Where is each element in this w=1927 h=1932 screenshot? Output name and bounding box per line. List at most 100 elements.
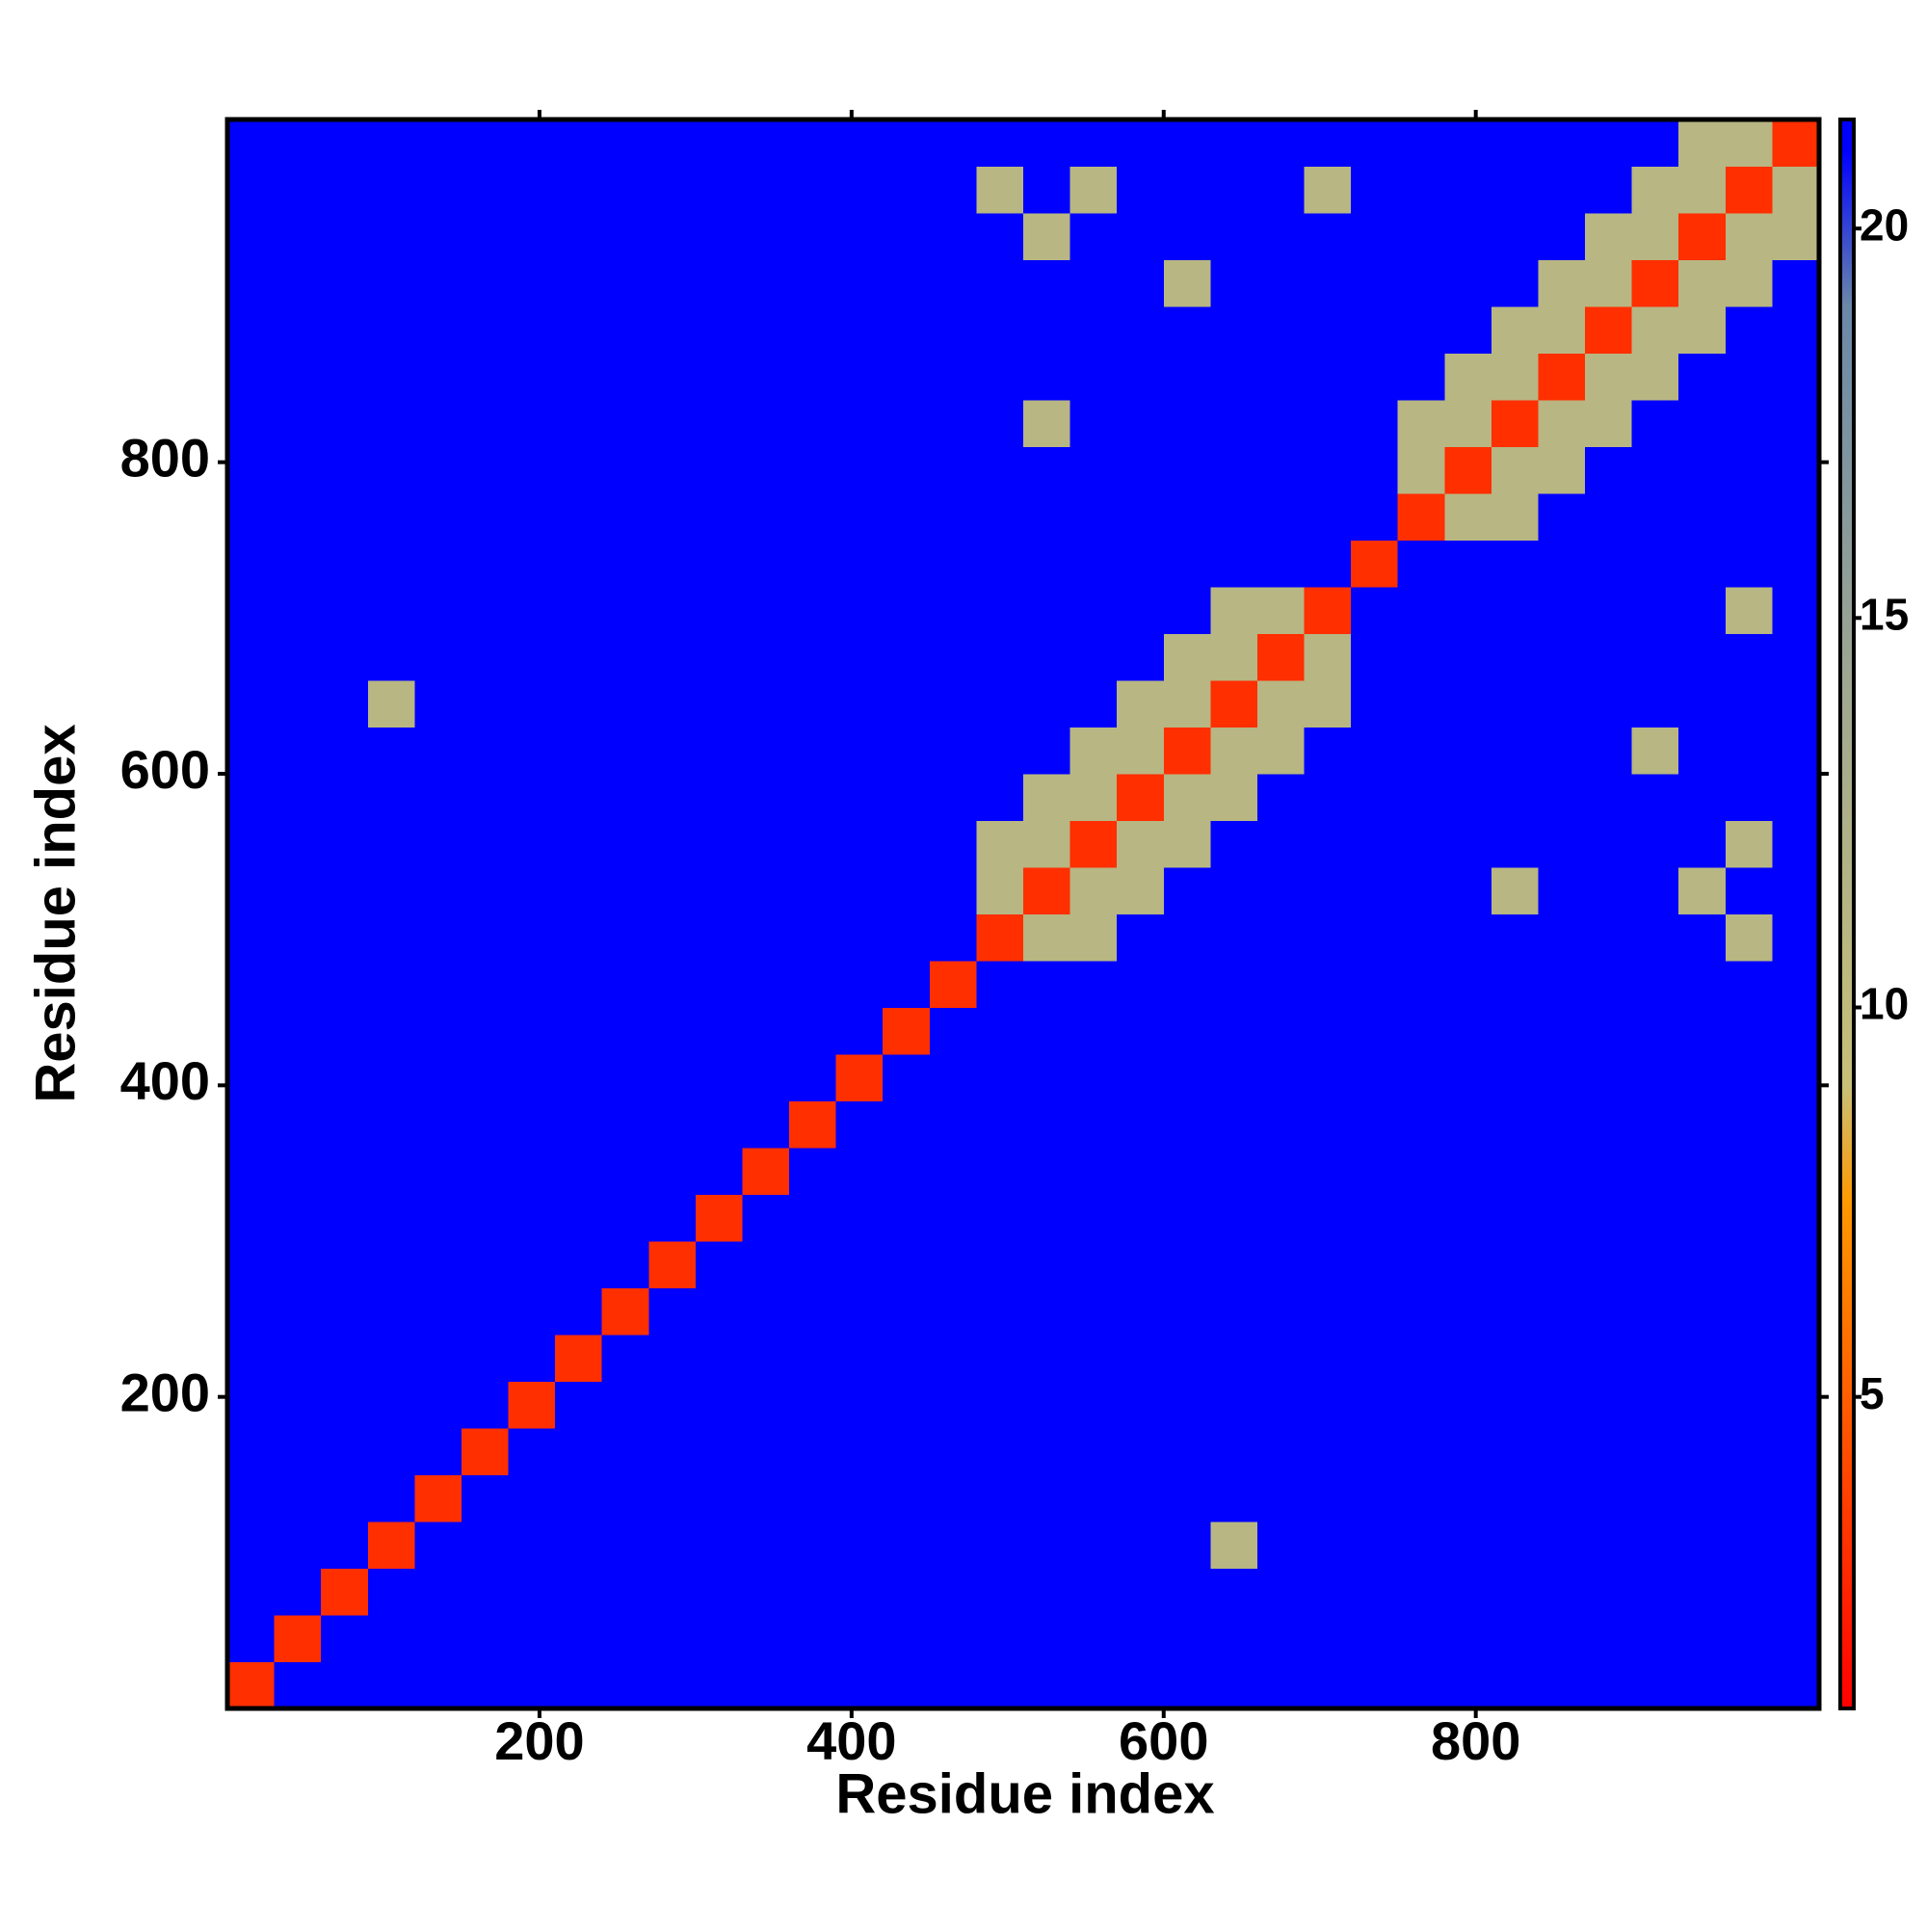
heatmap-cell bbox=[508, 353, 556, 401]
heatmap-cell bbox=[367, 1335, 415, 1383]
heatmap-cell bbox=[695, 1474, 744, 1522]
heatmap-cell bbox=[1163, 1474, 1211, 1522]
heatmap-cell bbox=[883, 1661, 931, 1709]
heatmap-cell bbox=[789, 540, 837, 588]
heatmap-cell bbox=[414, 259, 462, 307]
heatmap-cell bbox=[367, 166, 415, 214]
heatmap-cell bbox=[461, 1428, 510, 1476]
heatmap-cell bbox=[695, 446, 744, 494]
heatmap-cell bbox=[835, 913, 884, 962]
heatmap-cell bbox=[1023, 1428, 1071, 1476]
heatmap-cell bbox=[1491, 540, 1540, 588]
heatmap-cell bbox=[1725, 1148, 1774, 1196]
heatmap-cell bbox=[883, 259, 931, 307]
heatmap-cell bbox=[1397, 1054, 1445, 1102]
heatmap-cell bbox=[274, 1287, 322, 1336]
heatmap-cell bbox=[648, 913, 697, 962]
heatmap-cell bbox=[742, 1615, 790, 1663]
heatmap-cell bbox=[929, 1428, 978, 1476]
heatmap-cell bbox=[695, 1522, 744, 1570]
heatmap-cell bbox=[508, 1335, 556, 1383]
heatmap-cell bbox=[1678, 1661, 1727, 1709]
heatmap-cell bbox=[1117, 353, 1165, 401]
heatmap-cell bbox=[695, 1241, 744, 1289]
heatmap-cell bbox=[1725, 400, 1774, 448]
heatmap-cell bbox=[1444, 446, 1492, 494]
heatmap-cell bbox=[1023, 633, 1071, 681]
heatmap-cell bbox=[1069, 727, 1118, 775]
heatmap-cell bbox=[1772, 119, 1820, 168]
heatmap-cell bbox=[976, 1241, 1024, 1289]
heatmap-cell bbox=[367, 1381, 415, 1429]
heatmap-cell bbox=[1397, 961, 1445, 1009]
heatmap-cell bbox=[695, 540, 744, 588]
heatmap-cell bbox=[555, 1474, 603, 1522]
heatmap-cell bbox=[1023, 961, 1071, 1009]
heatmap-cell bbox=[648, 1194, 697, 1242]
heatmap-cell bbox=[789, 1194, 837, 1242]
heatmap-cell bbox=[695, 1287, 744, 1336]
heatmap-cell bbox=[414, 306, 462, 355]
heatmap-cell bbox=[742, 1054, 790, 1102]
heatmap-cell bbox=[1351, 913, 1399, 962]
heatmap-cell bbox=[1397, 774, 1445, 822]
heatmap-cell bbox=[227, 680, 276, 728]
heatmap-cell bbox=[1069, 587, 1118, 635]
heatmap-cell bbox=[742, 213, 790, 261]
heatmap-cell bbox=[555, 540, 603, 588]
heatmap-cell bbox=[976, 727, 1024, 775]
heatmap-cell bbox=[1678, 774, 1727, 822]
heatmap-cell bbox=[1491, 1194, 1540, 1242]
heatmap-cell bbox=[1772, 1335, 1820, 1383]
heatmap-cell bbox=[461, 1100, 510, 1149]
heatmap-cell bbox=[1631, 961, 1679, 1009]
heatmap-cell bbox=[367, 1474, 415, 1522]
heatmap-cell bbox=[555, 633, 603, 681]
heatmap-cell bbox=[1023, 1054, 1071, 1102]
heatmap-cell bbox=[227, 1335, 276, 1383]
heatmap-cell bbox=[1163, 540, 1211, 588]
heatmap-cell bbox=[1210, 820, 1258, 868]
heatmap-cell bbox=[789, 727, 837, 775]
heatmap-cell bbox=[1538, 306, 1586, 355]
heatmap-cell bbox=[929, 680, 978, 728]
heatmap-cell bbox=[601, 1428, 649, 1476]
heatmap-cell bbox=[1351, 680, 1399, 728]
heatmap-cell bbox=[1023, 820, 1071, 868]
heatmap-cell bbox=[367, 1615, 415, 1663]
heatmap-cell bbox=[1117, 1522, 1165, 1570]
heatmap-cell bbox=[1444, 1054, 1492, 1102]
heatmap-cell bbox=[601, 867, 649, 915]
heatmap-cell bbox=[1678, 633, 1727, 681]
heatmap-cell bbox=[1772, 446, 1820, 494]
heatmap-cell bbox=[1117, 119, 1165, 168]
heatmap-cell bbox=[1444, 1568, 1492, 1616]
heatmap-cell bbox=[1163, 913, 1211, 962]
heatmap-cell bbox=[883, 446, 931, 494]
heatmap-cell bbox=[1351, 540, 1399, 588]
heatmap-cell bbox=[976, 1100, 1024, 1149]
heatmap-cell bbox=[1585, 166, 1633, 214]
heatmap-cell bbox=[274, 774, 322, 822]
heatmap-cell bbox=[1023, 1241, 1071, 1289]
heatmap-cell bbox=[742, 353, 790, 401]
heatmap-cell bbox=[321, 820, 369, 868]
heatmap-cell bbox=[227, 1381, 276, 1429]
heatmap-cell bbox=[1023, 446, 1071, 494]
heatmap-cell bbox=[1163, 119, 1211, 168]
heatmap-cell bbox=[1585, 400, 1633, 448]
heatmap-cell bbox=[274, 820, 322, 868]
heatmap-cell bbox=[1069, 1474, 1118, 1522]
y-tick-label: 600 bbox=[120, 739, 210, 800]
heatmap-cell bbox=[461, 1381, 510, 1429]
heatmap-cell bbox=[929, 913, 978, 962]
heatmap-cell bbox=[508, 446, 556, 494]
heatmap-cell bbox=[695, 1054, 744, 1102]
heatmap-cell bbox=[1023, 540, 1071, 588]
heatmap-cell bbox=[461, 259, 510, 307]
heatmap-cell bbox=[1631, 633, 1679, 681]
heatmap-cell bbox=[648, 400, 697, 448]
heatmap-cell bbox=[929, 1615, 978, 1663]
heatmap-cell bbox=[1351, 1054, 1399, 1102]
